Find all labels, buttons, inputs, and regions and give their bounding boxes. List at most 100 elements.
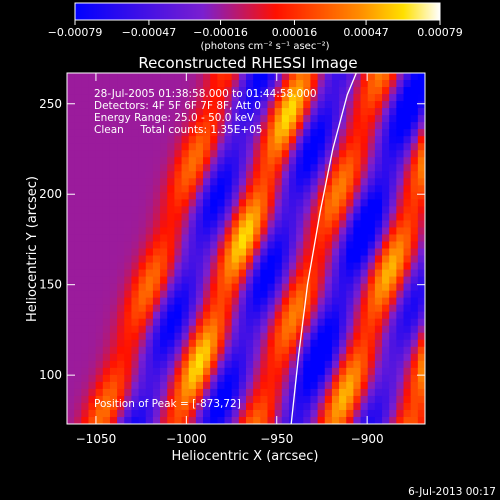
heatmap-cell bbox=[353, 136, 362, 144]
heatmap-cell bbox=[102, 332, 111, 341]
heatmap-cell bbox=[224, 318, 233, 327]
heatmap-cell bbox=[267, 353, 276, 362]
heatmap-cell bbox=[109, 73, 118, 81]
heatmap-cell bbox=[167, 227, 175, 236]
heatmap-cell bbox=[167, 108, 175, 116]
heatmap-cell bbox=[389, 290, 397, 299]
heatmap-cell bbox=[339, 80, 347, 88]
heatmap-cell bbox=[417, 402, 425, 411]
heatmap-cell bbox=[124, 409, 133, 418]
heatmap-cell bbox=[367, 220, 376, 229]
heatmap-cell bbox=[410, 360, 419, 369]
heatmap-cell bbox=[88, 220, 97, 229]
heatmap-cell bbox=[360, 297, 369, 306]
heatmap-cell bbox=[67, 360, 75, 369]
heatmap-cell bbox=[417, 227, 425, 236]
heatmap-cell bbox=[67, 73, 75, 81]
heatmap-cell bbox=[260, 220, 269, 229]
heatmap-cell bbox=[281, 150, 290, 158]
heatmap-cell bbox=[95, 213, 104, 222]
heatmap-cell bbox=[374, 332, 383, 341]
heatmap-cell bbox=[102, 80, 111, 88]
heatmap-cell bbox=[238, 388, 247, 397]
heatmap-cell bbox=[210, 178, 218, 186]
heatmap-cell bbox=[410, 346, 419, 355]
heatmap-cell bbox=[353, 122, 362, 130]
heatmap-cell bbox=[288, 80, 297, 88]
heatmap-cell bbox=[267, 283, 276, 292]
heatmap-cell bbox=[246, 234, 254, 243]
heatmap-cell bbox=[124, 122, 133, 130]
heatmap-cell bbox=[339, 129, 347, 137]
heatmap-cell bbox=[260, 332, 269, 341]
heatmap-cell bbox=[224, 339, 233, 348]
heatmap-cell bbox=[210, 171, 218, 179]
heatmap-cell bbox=[374, 297, 383, 306]
heatmap-cell bbox=[267, 164, 276, 172]
heatmap-cell bbox=[267, 255, 276, 264]
heatmap-cell bbox=[174, 283, 183, 292]
heatmap-cell bbox=[152, 255, 161, 264]
heatmap-cell bbox=[310, 178, 319, 186]
heatmap-cell bbox=[367, 248, 376, 257]
heatmap-cell bbox=[217, 304, 226, 313]
heatmap-cell bbox=[253, 178, 261, 186]
heatmap-cell bbox=[317, 150, 326, 158]
heatmap-cell bbox=[346, 318, 354, 327]
heatmap-cell bbox=[74, 108, 82, 116]
heatmap-cell bbox=[417, 332, 425, 341]
heatmap-cell bbox=[346, 171, 354, 179]
x-tick-label: −1050 bbox=[76, 432, 117, 446]
heatmap-cell bbox=[417, 241, 425, 250]
heatmap-cell bbox=[95, 346, 104, 355]
heatmap-cell bbox=[138, 416, 147, 424]
heatmap-cell bbox=[360, 73, 369, 81]
heatmap-cell bbox=[367, 339, 376, 348]
heatmap-cell bbox=[217, 269, 226, 278]
heatmap-cell bbox=[160, 206, 168, 214]
heatmap-cell bbox=[303, 388, 312, 397]
heatmap-cell bbox=[117, 353, 125, 362]
heatmap-cell bbox=[246, 157, 254, 165]
heatmap-cell bbox=[195, 367, 204, 376]
heatmap-cell bbox=[174, 129, 183, 137]
heatmap-cell bbox=[152, 332, 161, 341]
heatmap-cell bbox=[238, 360, 247, 369]
heatmap-cell bbox=[281, 374, 290, 383]
heatmap-cell bbox=[303, 339, 312, 348]
heatmap-cell bbox=[102, 318, 111, 327]
heatmap-cell bbox=[195, 171, 204, 179]
heatmap-cell bbox=[167, 101, 175, 109]
heatmap-cell bbox=[210, 164, 218, 172]
heatmap-cell bbox=[117, 129, 125, 137]
heatmap-cell bbox=[109, 416, 118, 424]
heatmap-cell bbox=[260, 234, 269, 243]
heatmap-cell bbox=[374, 255, 383, 264]
heatmap-cell bbox=[296, 129, 304, 137]
heatmap-cell bbox=[367, 395, 376, 404]
heatmap-cell bbox=[324, 388, 333, 397]
heatmap-cell bbox=[67, 367, 75, 376]
heatmap-cell bbox=[253, 206, 261, 214]
heatmap-cell bbox=[310, 199, 319, 207]
heatmap-cell bbox=[188, 290, 197, 299]
heatmap-cell bbox=[160, 276, 168, 285]
heatmap-cell bbox=[410, 234, 419, 243]
heatmap-cell bbox=[195, 80, 204, 88]
heatmap-cell bbox=[81, 164, 90, 172]
heatmap-cell bbox=[238, 115, 247, 123]
heatmap-cell bbox=[360, 339, 369, 348]
heatmap-cell bbox=[274, 381, 283, 390]
heatmap-cell bbox=[174, 94, 183, 102]
heatmap-cell bbox=[217, 416, 226, 424]
heatmap-cell bbox=[117, 87, 125, 95]
heatmap-cell bbox=[317, 416, 326, 424]
heatmap-cell bbox=[231, 374, 240, 383]
heatmap-cell bbox=[324, 332, 333, 341]
heatmap-cell bbox=[296, 269, 304, 278]
heatmap-cell bbox=[167, 94, 175, 102]
heatmap-cell bbox=[224, 402, 233, 411]
heatmap-cell bbox=[360, 101, 369, 109]
heatmap-cell bbox=[288, 374, 297, 383]
heatmap-cell bbox=[267, 199, 276, 207]
